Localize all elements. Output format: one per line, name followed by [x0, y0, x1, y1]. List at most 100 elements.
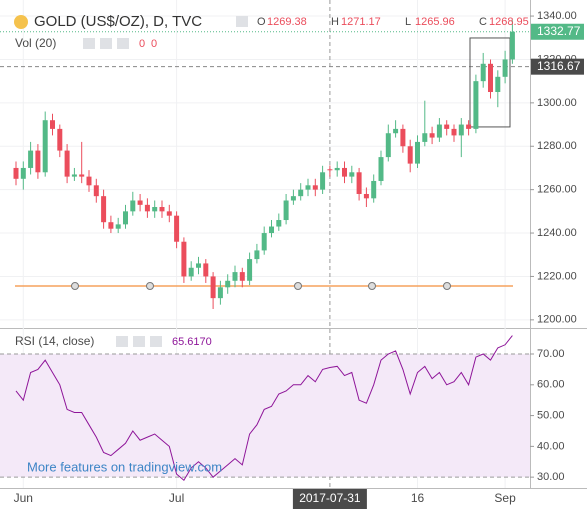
candle-body	[166, 211, 172, 216]
settings-icon[interactable]	[133, 336, 145, 347]
candle-body	[356, 172, 362, 194]
candle-body	[451, 128, 457, 136]
candle-body	[298, 189, 304, 197]
menu-icon[interactable]	[236, 16, 248, 27]
candle-body	[35, 150, 41, 173]
crosshair-price-label: 1316.67	[537, 59, 581, 73]
candle-body	[342, 167, 347, 177]
y-tick-label: 1300.00	[537, 97, 577, 109]
candle-body	[254, 250, 260, 260]
eye-icon[interactable]	[83, 38, 95, 49]
candle-body	[50, 120, 55, 129]
line-handle	[71, 281, 79, 290]
ohlc-value: 1265.96	[415, 16, 455, 28]
symbol-icon	[14, 15, 28, 29]
line-handle	[294, 281, 302, 290]
candle-body	[400, 128, 406, 147]
y-tick-label: 40.00	[537, 440, 565, 452]
y-tick-label: 50.00	[537, 409, 565, 421]
candle-body	[502, 59, 508, 77]
candle-body	[123, 211, 128, 225]
y-tick-label: 1340.00	[537, 10, 577, 22]
candle-body	[13, 167, 19, 179]
candle-body	[473, 81, 479, 129]
x-tick-label: Jul	[169, 491, 184, 505]
candle-body	[407, 146, 413, 164]
candle-body	[232, 272, 238, 281]
y-tick-label: 1240.00	[537, 227, 577, 239]
candle-body	[305, 185, 311, 190]
candle-body	[261, 233, 267, 251]
candle-body	[174, 215, 180, 242]
candle-body	[480, 63, 486, 82]
close-icon[interactable]	[117, 38, 129, 49]
candle-body	[393, 128, 399, 134]
promo-link[interactable]: More features on tradingview.com	[27, 459, 222, 474]
line-handle	[443, 281, 451, 290]
candle-body	[429, 133, 435, 138]
candle-body	[137, 200, 143, 205]
rsi-band	[0, 353, 530, 478]
last-price-label: 1332.77	[537, 24, 581, 38]
candle-body	[488, 63, 493, 93]
y-tick-label: 30.00	[537, 471, 565, 483]
volume-value: 0	[139, 38, 145, 50]
x-tick-label: Sep	[494, 491, 516, 505]
candle-body	[217, 287, 223, 299]
symbol-title: GOLD (US$/OZ), D, TVC	[34, 13, 202, 30]
ohlc-value: 1269.38	[267, 16, 307, 28]
candle-body	[269, 226, 274, 234]
volume-value: 0	[151, 38, 157, 50]
candle-body	[312, 185, 318, 190]
y-tick-label: 1260.00	[537, 184, 577, 196]
candle-body	[458, 124, 464, 136]
candle-body	[276, 220, 282, 227]
candle-body	[20, 167, 26, 179]
ohlc-value: 1271.17	[341, 16, 381, 28]
ohlc-letter: H	[331, 16, 339, 28]
candle-body	[108, 222, 114, 229]
candle-body	[247, 259, 253, 281]
candle-body	[436, 124, 442, 138]
candle-body	[152, 207, 158, 212]
candle-body	[290, 196, 296, 201]
candle-body	[64, 150, 70, 177]
volume-label: Vol (20)	[15, 36, 56, 50]
settings-icon[interactable]	[100, 38, 112, 49]
ohlc-letter: C	[479, 16, 487, 28]
candle-body	[415, 141, 420, 164]
y-tick-label: 1220.00	[537, 270, 577, 282]
close-icon[interactable]	[150, 336, 162, 347]
y-tick-label: 1280.00	[537, 140, 577, 152]
candle-body	[444, 124, 450, 129]
candle-body	[349, 172, 355, 177]
candle-body	[327, 169, 333, 171]
rsi-value: 65.6170	[172, 336, 212, 348]
x-tick-label: Jun	[14, 491, 33, 505]
candle-body	[495, 76, 501, 93]
candle-body	[42, 120, 48, 173]
y-tick-label: 60.00	[537, 379, 565, 391]
line-handle	[146, 281, 154, 290]
candle-body	[422, 133, 428, 142]
last-price-box	[531, 23, 584, 40]
candle-body	[509, 31, 515, 60]
y-tick-label: 70.00	[537, 348, 565, 360]
candle-body	[159, 207, 165, 212]
y-tick-label: 1200.00	[537, 314, 577, 326]
candle-body	[115, 224, 121, 229]
candle-body	[196, 263, 201, 268]
candle-body	[320, 172, 326, 190]
candle-body	[283, 200, 289, 221]
crosshair-date-box	[292, 489, 367, 509]
candle-body	[130, 200, 136, 212]
plot	[0, 20, 530, 481]
candle-body	[334, 167, 340, 171]
candle-body	[371, 180, 377, 199]
settings-icon[interactable]	[116, 336, 128, 347]
candle-body	[363, 193, 369, 199]
candle-body	[239, 272, 245, 281]
candle-body	[57, 128, 63, 151]
x-tick-label: 2017-07-31	[299, 491, 361, 505]
